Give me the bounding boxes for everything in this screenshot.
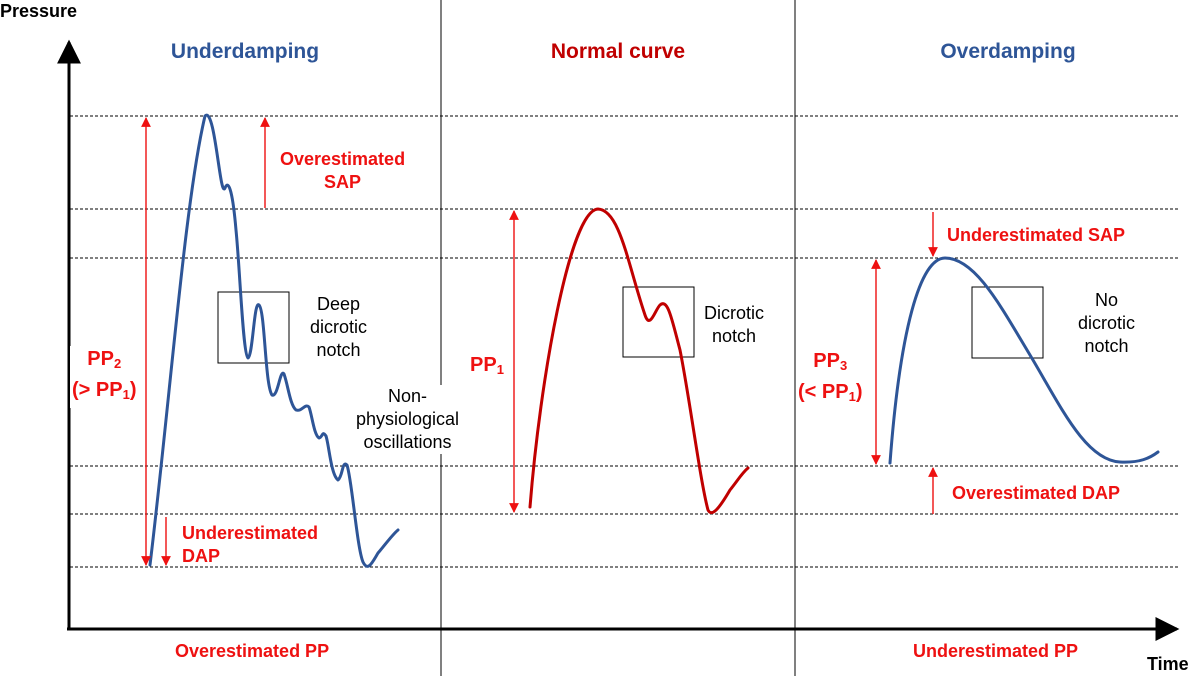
- title-underdamping: Underdamping: [170, 40, 320, 63]
- dicrotic-notch-label: Dicrotic notch: [704, 303, 765, 346]
- deep-dicrotic-notch-label: Deep dicrotic notch: [310, 294, 368, 360]
- normal-curve: [528, 207, 750, 515]
- pp1-label: PP1: [470, 354, 504, 377]
- y-axis-label: Pressure: [0, 1, 78, 21]
- non-physiological-oscillations-label: Non- physiological oscillations: [354, 385, 462, 454]
- x-axis-label: Time: [1147, 654, 1189, 674]
- overestimated-pp-label: Overestimated PP: [175, 641, 330, 661]
- title-normal-curve: Normal curve: [550, 40, 686, 63]
- underestimated-sap-label: Underestimated SAP: [947, 225, 1126, 245]
- notch-box-underdamping: [217, 291, 290, 364]
- overestimated-dap-label: Overestimated DAP: [952, 483, 1121, 503]
- underestimated-pp-label: Underestimated PP: [913, 641, 1079, 661]
- pp3-label: PP3 (< PP1): [796, 348, 865, 410]
- overdamped-curve: [888, 256, 1160, 465]
- title-overdamping: Overdamping: [940, 40, 1076, 63]
- overestimated-sap-label: Overestimated SAP: [280, 149, 406, 192]
- underdamped-curve: [148, 113, 400, 568]
- underestimated-dap-label: Underestimated DAP: [182, 523, 319, 566]
- no-dicrotic-notch-label: No dicrotic notch: [1078, 290, 1136, 356]
- measurement-arrows: [141, 117, 938, 566]
- pp2-label: PP2 (> PP1): [70, 346, 139, 408]
- notch-box-overdamping: [971, 286, 1044, 359]
- notch-box-normal: [622, 286, 695, 358]
